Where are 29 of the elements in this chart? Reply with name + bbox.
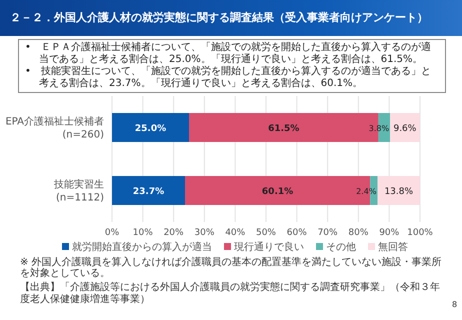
- x-tick-label: 40%: [225, 228, 246, 238]
- data-label: 60.1%: [262, 187, 294, 197]
- x-tick-label: 50%: [256, 228, 276, 238]
- x-tick-label: 90%: [379, 228, 400, 238]
- x-tick-label: 0%: [104, 228, 120, 238]
- data-label: 25.0%: [134, 124, 166, 134]
- x-tick-label: 70%: [318, 228, 338, 238]
- y-tick-label: EPA介護福祉士候補者 (n=260): [5, 116, 104, 140]
- legend-label: その他: [326, 241, 356, 253]
- text: • 技能実習生について、「施設での就労を開始した直後から算入するのが適当である」と考える割合は、23.7%。「現行通りで良い」と考える割合は、60.1%。: [25, 66, 432, 90]
- data-label: 23.7%: [132, 187, 164, 197]
- text: 【出典】「介護施設等における外国人介護職員の就労実態に関する調査研究事業」（令和３年度老人保健健康増進等事業）: [20, 282, 440, 306]
- data-label: 61.5%: [268, 124, 300, 134]
- y-tick-label: 技能実習生 (n=1112): [53, 178, 104, 204]
- x-tick-label: 60%: [286, 228, 308, 238]
- x-tick-label: 80%: [348, 228, 369, 238]
- x-tick-label: 10%: [132, 228, 154, 238]
- x-tick-label: 30%: [194, 228, 215, 238]
- chart-title: ２－２．外国人介護人材の就労実態に関する調査結果（受入事業者向けアンケート）: [0, 0, 462, 36]
- text: ※ 外国人介護職員を算入しなければ介護職員の基本の配置基準を満たしていない施設・事業所を対象としている。: [20, 257, 443, 279]
- data-label: 9.6%: [393, 124, 417, 134]
- data-label: 13.8%: [384, 187, 414, 197]
- legend-label: 就労開始直後からの算入が適当: [72, 241, 212, 253]
- text: • ＥＰＡ介護福祉士候補者について、「施設での就労を開始した直後から算入するのが適当である」と考える割合は、25.0%。「現行通りで良い」と考える割合は、61.5%。: [25, 42, 432, 66]
- legend-label: 無回答: [378, 241, 408, 253]
- x-tick-label: 100%: [407, 228, 434, 238]
- x-tick-label: 20%: [164, 228, 184, 238]
- legend-label: 現行通りで良い: [234, 241, 304, 253]
- text: 8: [452, 300, 458, 309]
